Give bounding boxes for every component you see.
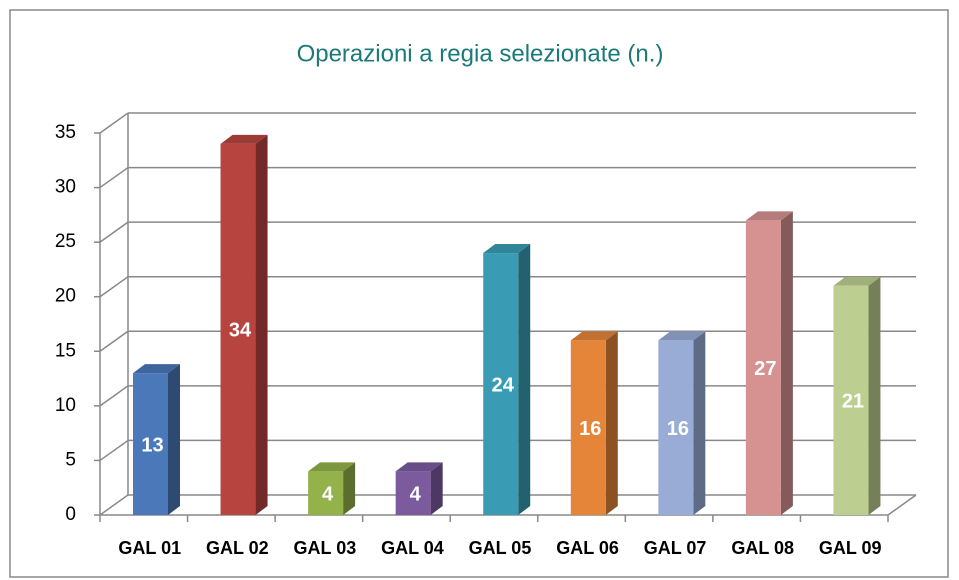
x-tick-label: GAL 06 <box>556 538 619 558</box>
y-tick-label: 30 <box>55 177 76 198</box>
data-label: 16 <box>579 418 601 440</box>
y-tick-label: 0 <box>65 504 76 525</box>
y-tick-label: 10 <box>55 395 76 416</box>
y-tick-label: 35 <box>55 122 76 143</box>
bar-top <box>395 462 443 472</box>
y-tick-label: 15 <box>55 340 76 361</box>
bar-side <box>780 211 793 516</box>
side-grid-line <box>99 439 129 462</box>
x-tick-label: GAL 02 <box>206 538 269 558</box>
data-label: 27 <box>754 358 776 380</box>
data-label: 21 <box>842 391 864 413</box>
bar <box>658 340 694 515</box>
data-label: 4 <box>322 483 334 505</box>
x-tick-label: GAL 07 <box>644 538 707 558</box>
y-tick-label: 25 <box>55 231 76 252</box>
data-label: 13 <box>141 434 163 456</box>
floor-edge <box>887 494 917 516</box>
bar-side <box>693 331 706 515</box>
bar-top <box>833 276 881 286</box>
bar <box>395 471 431 515</box>
y-tick-label: 5 <box>65 449 76 470</box>
bar-top <box>570 331 618 341</box>
y-tick-label: 20 <box>55 286 76 307</box>
x-tick-label: GAL 04 <box>381 538 444 558</box>
bar-top <box>220 134 268 144</box>
bar-side <box>430 462 443 515</box>
bar <box>745 220 781 516</box>
data-label: 24 <box>492 374 515 396</box>
data-label: 4 <box>410 483 422 505</box>
x-tick-label: GAL 01 <box>118 538 181 558</box>
bar-side <box>343 462 356 515</box>
bar <box>133 373 168 515</box>
x-tick-label: GAL 08 <box>731 538 794 558</box>
bar <box>570 340 606 515</box>
bar-side <box>605 331 618 515</box>
side-grid-line <box>99 494 129 516</box>
bar-top <box>133 364 180 374</box>
bar-top <box>483 244 531 254</box>
chart-title: Operazioni a regia selezionate (n.) <box>297 40 664 67</box>
x-tick-label: GAL 03 <box>294 538 357 558</box>
x-tick-label: GAL 09 <box>819 538 882 558</box>
side-grid-line <box>99 385 129 407</box>
data-label: 34 <box>229 320 252 342</box>
bar-side <box>868 276 881 515</box>
bar <box>220 143 256 515</box>
side-grid-line <box>99 112 129 134</box>
bar-top <box>658 331 706 341</box>
bar-side <box>255 134 268 515</box>
bar <box>833 285 869 515</box>
data-label: 16 <box>667 418 689 440</box>
bar-side <box>168 364 180 515</box>
bar-side <box>518 244 531 516</box>
side-grid-line <box>99 276 129 298</box>
side-grid-line <box>99 221 129 243</box>
bar-top <box>745 211 793 221</box>
bar-top <box>308 462 356 472</box>
side-grid-line <box>99 330 129 352</box>
x-tick-label: GAL 05 <box>469 538 532 558</box>
side-grid-line <box>99 166 129 189</box>
bar <box>308 471 344 515</box>
bar <box>483 253 519 516</box>
